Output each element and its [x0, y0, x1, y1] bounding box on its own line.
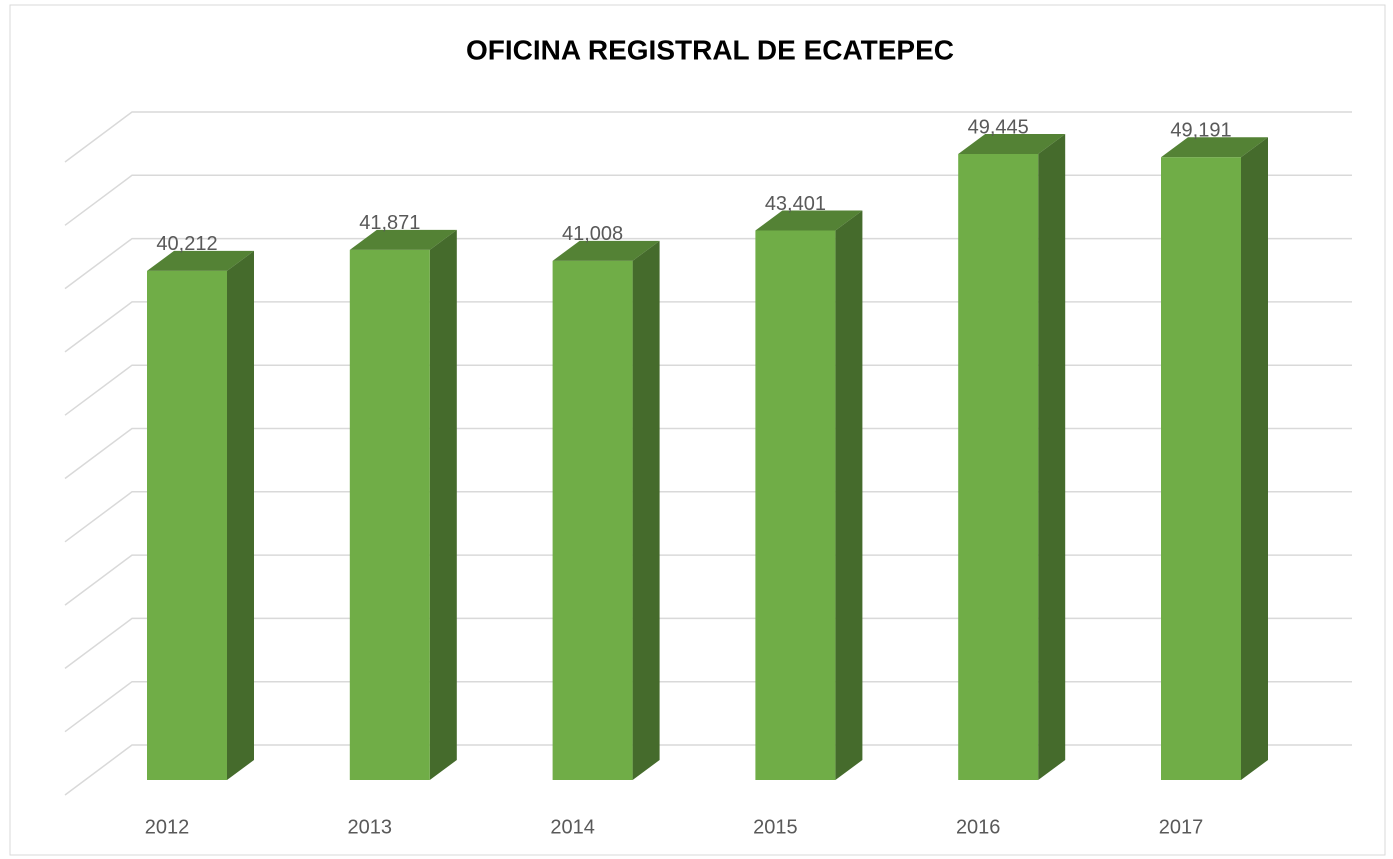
x-tick-label: 2015 — [753, 816, 798, 838]
bar-side — [1038, 134, 1066, 780]
bar-side — [227, 250, 254, 780]
data-label: 43,401 — [765, 193, 826, 215]
bar — [552, 240, 660, 780]
data-label: 41,871 — [359, 212, 420, 234]
x-tick-label: 2013 — [348, 816, 393, 838]
bar-top — [755, 210, 863, 231]
bar — [349, 229, 457, 780]
bar-front — [755, 230, 836, 780]
bar-side — [835, 210, 863, 780]
x-tick-label: 2014 — [550, 816, 595, 838]
bar — [1161, 137, 1268, 780]
x-tick-label: 2012 — [145, 816, 190, 838]
grid-line — [64, 744, 1352, 796]
bar-top — [349, 229, 457, 250]
bar-front — [349, 249, 430, 780]
grid-line — [64, 237, 1352, 290]
bar-side — [429, 229, 457, 780]
grid-line — [64, 364, 1352, 416]
chart-title: OFICINA REGISTRAL DE ECATEPEC — [466, 34, 954, 65]
bar — [958, 134, 1066, 780]
grid-line — [64, 491, 1352, 543]
bar-top — [958, 134, 1066, 155]
bar-front — [147, 270, 227, 780]
data-label: 40,212 — [156, 233, 217, 255]
x-tick-label: 2016 — [956, 816, 1001, 838]
grid-line — [64, 111, 1352, 163]
data-label: 49,445 — [968, 116, 1029, 138]
data-label: 49,191 — [1170, 120, 1231, 142]
bar-side — [1241, 137, 1268, 780]
grid-line — [64, 680, 1352, 733]
grid-line — [64, 427, 1352, 480]
bar — [147, 250, 254, 780]
bar-top — [1161, 137, 1268, 158]
bar-top — [147, 250, 254, 271]
grid-line — [64, 617, 1352, 670]
data-label: 41,008 — [562, 223, 623, 245]
bar-front — [958, 154, 1039, 780]
bar-front — [1161, 157, 1241, 780]
bar-top — [552, 240, 660, 261]
bar-side — [632, 240, 660, 780]
x-tick-label: 2017 — [1159, 816, 1204, 838]
bar-front — [552, 260, 633, 780]
grid-line — [64, 174, 1352, 226]
grid-line — [64, 301, 1352, 353]
grid-line — [64, 554, 1352, 606]
bar — [755, 210, 863, 780]
